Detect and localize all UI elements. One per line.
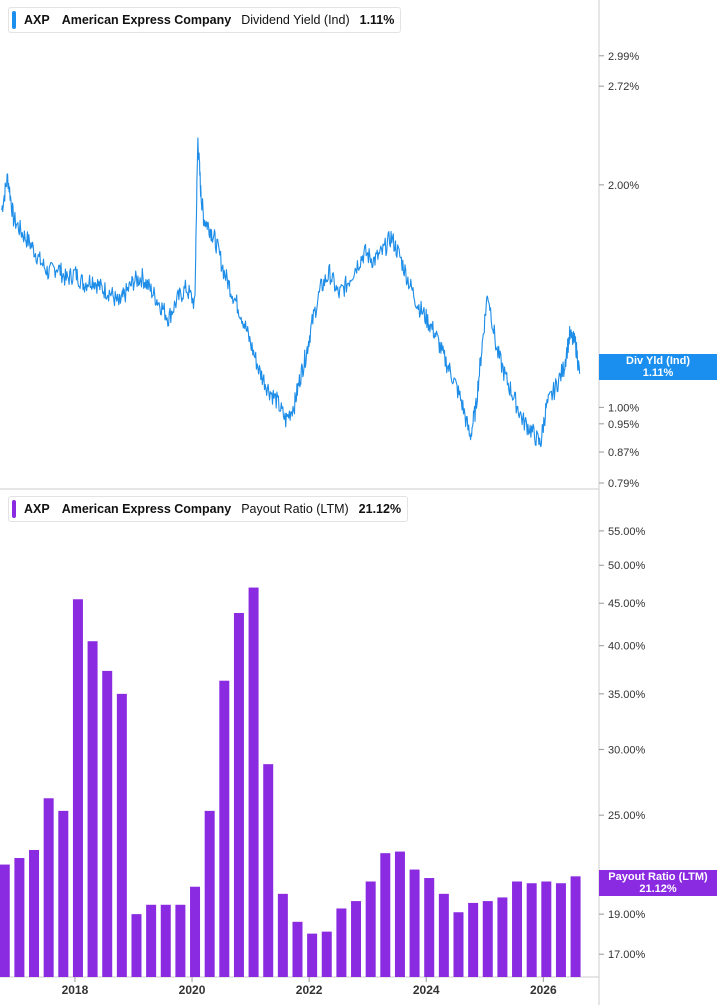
payout-ratio-bar — [512, 881, 523, 977]
top-y-axis-ticks: 2.99% 2.72% 2.00% 1.00% 0.95% 0.87% 0.79% — [599, 51, 639, 490]
bottom-legend: AXP American Express Company Payout Rati… — [8, 496, 409, 522]
payout-ratio-bar — [116, 693, 127, 977]
top-flag-name: Div Yld (Ind) — [626, 355, 690, 367]
payout-ratio-bar — [292, 921, 303, 977]
dividend-yield-line — [1, 137, 581, 448]
payout-ratio-bar — [58, 810, 69, 977]
bottom-legend-company: American Express Company — [61, 502, 232, 516]
payout-ratio-bar — [365, 881, 376, 977]
payout-ratio-bar — [438, 893, 449, 977]
top-y-tick-label: 2.72% — [608, 81, 639, 93]
payout-ratio-bar — [555, 883, 566, 977]
payout-ratio-bar — [160, 904, 171, 977]
x-tick-label: 2024 — [413, 983, 440, 997]
bottom-legend-swatch — [12, 500, 16, 518]
payout-ratio-bar — [394, 851, 405, 977]
payout-ratio-bar — [336, 908, 347, 977]
payout-ratio-bar — [29, 849, 40, 977]
payout-ratio-bar — [14, 858, 25, 977]
payout-ratio-bar — [204, 810, 215, 977]
payout-ratio-bars — [0, 587, 581, 977]
payout-ratio-bar — [131, 914, 142, 977]
bottom-y-tick-label: 40.00% — [608, 641, 646, 653]
payout-ratio-bar — [526, 883, 537, 977]
payout-ratio-bar — [219, 680, 230, 977]
top-legend-metric: Dividend Yield (Ind) — [241, 13, 350, 27]
payout-ratio-bar — [380, 853, 391, 977]
top-legend-company: American Express Company — [61, 13, 232, 27]
top-y-tick-label: 0.79% — [608, 478, 639, 490]
payout-ratio-bar — [87, 641, 98, 977]
payout-ratio-bar — [43, 798, 54, 977]
x-axis-ticks: 2018 2020 2022 2024 2026 — [62, 977, 557, 997]
payout-ratio-bar — [248, 587, 259, 977]
bottom-y-tick-label: 55.00% — [608, 526, 646, 538]
bottom-flag-value: 21.12% — [639, 883, 677, 895]
payout-ratio-bar — [453, 912, 464, 977]
payout-ratio-bar — [233, 612, 244, 977]
x-tick-label: 2020 — [179, 983, 206, 997]
bottom-y-tick-label: 17.00% — [608, 949, 646, 961]
bottom-y-tick-label: 35.00% — [608, 689, 646, 701]
payout-ratio-bar — [570, 876, 581, 977]
bottom-value-flag: Payout Ratio (LTM) 21.12% — [599, 870, 717, 896]
payout-ratio-bar — [468, 902, 479, 977]
top-y-tick-label: 1.00% — [608, 402, 639, 414]
top-y-tick-label: 0.87% — [608, 447, 639, 459]
payout-ratio-bar — [409, 869, 420, 977]
top-legend-swatch — [12, 11, 16, 29]
payout-ratio-bar — [321, 931, 332, 977]
bottom-legend-value: 21.12% — [358, 502, 402, 516]
bottom-y-tick-label: 25.00% — [608, 810, 646, 822]
top-legend-ticker: AXP — [24, 13, 50, 27]
top-flag-value: 1.11% — [642, 367, 674, 379]
bottom-y-tick-label: 30.00% — [608, 744, 646, 756]
bottom-y-tick-label: 19.00% — [608, 909, 646, 921]
payout-ratio-bar — [72, 599, 83, 977]
bottom-flag-name: Payout Ratio (LTM) — [608, 871, 708, 883]
payout-ratio-bar — [307, 933, 318, 977]
payout-ratio-bar — [175, 904, 186, 977]
payout-ratio-bar — [146, 904, 157, 977]
payout-ratio-bar — [277, 893, 288, 977]
payout-ratio-bar — [0, 864, 10, 977]
payout-ratio-bar — [497, 897, 508, 977]
payout-ratio-bar — [351, 901, 362, 977]
top-y-tick-label: 2.99% — [608, 51, 639, 63]
x-tick-label: 2026 — [530, 983, 557, 997]
payout-ratio-bar — [482, 901, 493, 977]
top-legend-value: 1.11% — [359, 13, 395, 27]
x-tick-label: 2022 — [296, 983, 323, 997]
x-tick-label: 2018 — [62, 983, 89, 997]
bottom-y-tick-label: 50.00% — [608, 560, 646, 572]
bottom-y-tick-label: 45.00% — [608, 598, 646, 610]
bottom-legend-metric: Payout Ratio (LTM) — [241, 502, 349, 516]
bottom-y-axis-ticks: 55.00% 50.00% 45.00% 40.00% 35.00% 30.00% 25.0… — [599, 526, 646, 961]
top-y-tick-label: 0.95% — [608, 419, 639, 431]
payout-ratio-bar — [190, 886, 201, 977]
payout-ratio-bar — [424, 878, 435, 977]
top-legend: AXP American Express Company Dividend Yi… — [8, 7, 402, 33]
top-y-tick-label: 2.00% — [608, 180, 639, 192]
payout-ratio-bar — [263, 764, 274, 977]
top-value-flag: Div Yld (Ind) 1.11% — [599, 354, 717, 380]
payout-ratio-bar — [541, 881, 552, 977]
bottom-legend-ticker: AXP — [24, 502, 50, 516]
payout-ratio-bar — [102, 670, 113, 977]
